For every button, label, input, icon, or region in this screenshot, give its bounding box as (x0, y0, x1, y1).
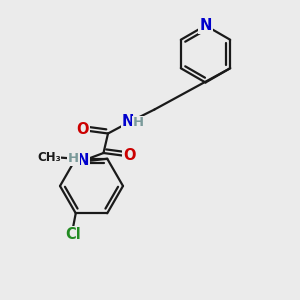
Text: N: N (199, 18, 212, 33)
Text: N: N (122, 114, 134, 129)
Text: O: O (123, 148, 135, 164)
Text: O: O (76, 122, 89, 136)
Text: H: H (132, 116, 144, 130)
Text: H: H (68, 152, 79, 166)
Text: N: N (76, 153, 89, 168)
Text: CH₃: CH₃ (37, 151, 61, 164)
Text: Cl: Cl (65, 227, 81, 242)
